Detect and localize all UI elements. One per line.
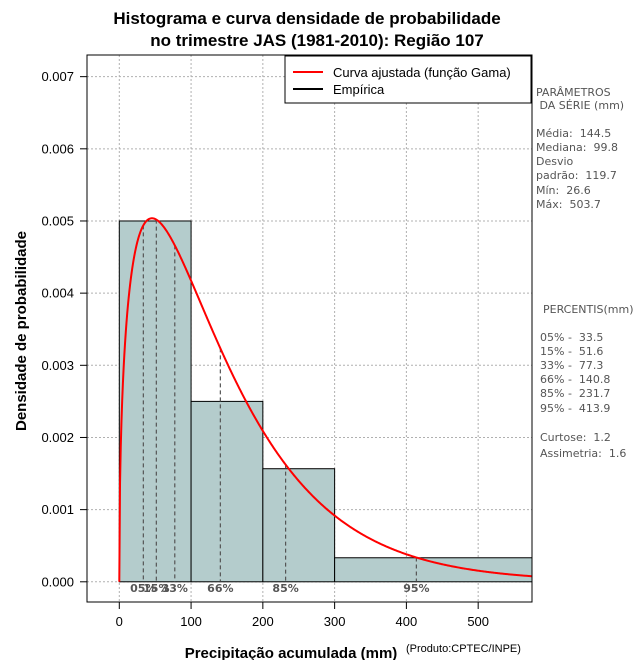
histogram-bars [118,220,533,583]
percentile-label: 05% [130,582,156,595]
chart-title-line1: Histograma e curva densidade de probabil… [113,9,500,28]
percentile-header: PERCENTIS(mm) [543,303,634,316]
y-tick-label: 0.002 [41,430,74,445]
x-tick-label: 300 [324,614,346,629]
stat-min: Mín: 26.6 [536,184,591,197]
y-tick-label: 0.007 [41,69,74,84]
percentile-panel: PERCENTIS(mm) 05% - 33.5 15% - 51.6 33% … [540,303,634,460]
y-tick-label: 0.006 [41,141,74,156]
percentile-label: 95% [403,582,429,595]
legend-label-curve: Curva ajustada (função Gama) [333,65,511,80]
stat-sd-label: Desvio [536,155,574,168]
histogram-bar [118,220,192,583]
x-tick-label: 100 [180,614,202,629]
percentile-label: 15% [143,582,169,595]
stats-header-1: PARÂMETROS [536,86,611,99]
histogram-bar [262,468,336,583]
histogram-bar [190,400,264,583]
y-tick-label: 0.001 [41,502,74,517]
pct-row-05: 05% - 33.5 [540,331,603,344]
x-tick-label: 400 [396,614,418,629]
legend: Curva ajustada (função Gama) Empírica [284,55,532,104]
x-tick-label: 500 [467,614,489,629]
legend-label-empirical: Empírica [333,82,385,97]
chart-title-line2: no trimestre JAS (1981-2010): Região 107 [150,31,484,50]
pct-row-66: 66% - 140.8 [540,373,610,386]
pct-row-15: 15% - 51.6 [540,345,603,358]
y-tick-label: 0.000 [41,574,74,589]
percentile-labels: 05%15%33% 66% 85% 95% [130,582,429,595]
x-tick-label: 0 [116,614,123,629]
y-axis-label: Densidade de probabilidade [13,231,30,431]
y-tick-label: 0.003 [41,358,74,373]
x-axis-label: Precipitação acumulada (mm) [185,645,398,660]
stat-kurtosis: Curtose: 1.2 [540,431,611,444]
pct-row-95: 95% - 413.9 [540,402,610,415]
legend-box [284,55,532,104]
percentile-label: 66% [207,582,233,595]
product-credit: (Produto:CPTEC/INPE) [406,643,521,655]
stat-max: Máx: 503.7 [536,198,601,211]
percentile-lines [142,219,417,582]
y-tick-label: 0.005 [41,213,74,228]
stats-panel: PARÂMETROS DA SÉRIE (mm) Média: 144.5 Me… [536,86,624,211]
percentile-label: 33% [162,582,188,595]
gamma-fit-curve [118,217,533,582]
pct-row-85: 85% - 231.7 [540,387,610,400]
stats-header-2: DA SÉRIE (mm) [536,99,624,112]
x-axis: 0 100 200 300 400 500 [116,601,489,629]
stat-sd: padrão: 119.7 [536,169,617,182]
stat-median: Mediana: 99.8 [536,141,618,154]
stat-mean: Média: 144.5 [536,127,611,140]
y-tick-label: 0.004 [41,286,74,301]
percentile-label: 85% [272,582,298,595]
y-axis: 0.000 0.001 0.002 0.003 0.004 0.005 0.006 0.007 [41,69,87,589]
stat-skewness: Assimetria: 1.6 [540,447,626,460]
x-tick-label: 200 [252,614,274,629]
pct-row-33: 33% - 77.3 [540,359,603,372]
